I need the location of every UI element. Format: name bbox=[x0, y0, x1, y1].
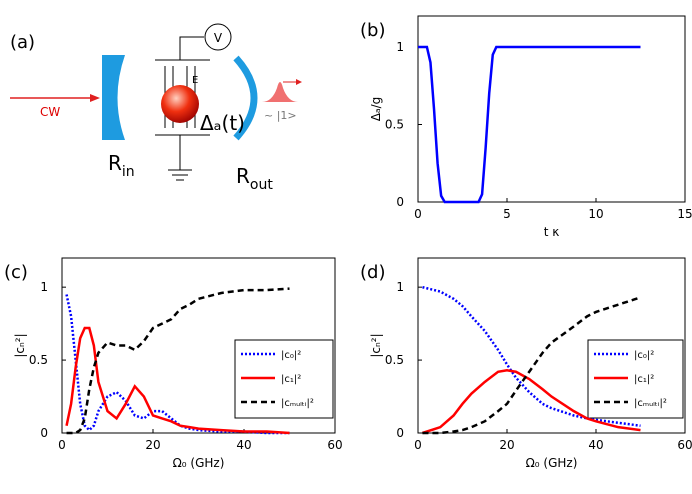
panel-label: (a) bbox=[10, 32, 35, 53]
mirror-out bbox=[233, 55, 258, 141]
y-axis-label: |cₙ²| bbox=[369, 333, 383, 357]
y-tick-label: 1 bbox=[40, 280, 48, 294]
y-axis-label: Δₐ/g bbox=[369, 97, 383, 122]
arrow-head bbox=[90, 94, 100, 102]
detuning-label: Δₐ(t) bbox=[200, 111, 245, 135]
diagram: (a) CW V E Δₐ(t) Rin Rout ~ |1> bbox=[10, 23, 302, 193]
series-line bbox=[418, 45, 641, 204]
x-tick-label: 0 bbox=[414, 207, 422, 221]
mirror-out-label: Rout bbox=[236, 164, 273, 193]
mirror-in bbox=[102, 55, 125, 140]
x-tick-label: 60 bbox=[677, 438, 692, 452]
arrow-head bbox=[296, 79, 302, 85]
field-label: E bbox=[192, 75, 198, 86]
panel-label: (b) bbox=[360, 20, 385, 41]
panel-label: (c) bbox=[4, 262, 28, 283]
mirror-sub: out bbox=[250, 177, 273, 193]
plot-frame bbox=[61, 257, 336, 434]
x-tick-label: 5 bbox=[503, 207, 511, 221]
x-tick-label: 15 bbox=[677, 207, 692, 221]
y-tick-label: 0 bbox=[396, 195, 404, 209]
y-tick-label: 1 bbox=[396, 280, 404, 294]
x-tick-label: 40 bbox=[588, 438, 603, 452]
x-tick-label: 60 bbox=[327, 438, 342, 452]
x-axis-label: Ω₀ (GHz) bbox=[526, 456, 578, 470]
x-tick-label: 10 bbox=[588, 207, 603, 221]
legend-label: |c₁|² bbox=[634, 374, 654, 385]
input-label: CW bbox=[40, 105, 60, 119]
y-axis-label: |cₙ²| bbox=[13, 333, 27, 357]
x-tick-label: 40 bbox=[236, 438, 251, 452]
y-tick-label: 0 bbox=[40, 426, 48, 440]
x-tick-label: 0 bbox=[414, 438, 422, 452]
output-state: ~ |1> bbox=[264, 109, 297, 122]
legend-label: |cₘᵤₗₜᵢ|² bbox=[634, 398, 667, 409]
y-tick-label: 0.5 bbox=[385, 353, 404, 367]
plot-frame bbox=[417, 257, 686, 434]
series-line bbox=[65, 326, 290, 435]
mirror-sub: in bbox=[122, 164, 135, 180]
series-line bbox=[65, 294, 290, 435]
photon-pulse bbox=[262, 82, 298, 102]
mirror-in-label: Rin bbox=[108, 151, 135, 180]
series-line bbox=[66, 287, 290, 435]
series-line bbox=[422, 296, 641, 435]
x-axis-label: Ω₀ (GHz) bbox=[173, 456, 225, 470]
voltmeter bbox=[204, 23, 232, 51]
series-line bbox=[422, 369, 641, 435]
x-tick-label: 0 bbox=[58, 438, 66, 452]
atom bbox=[161, 85, 199, 123]
voltmeter-label: V bbox=[214, 31, 223, 45]
x-axis-label: t κ bbox=[544, 225, 560, 239]
x-tick-label: 20 bbox=[145, 438, 160, 452]
wire bbox=[179, 36, 204, 60]
panel-label: (d) bbox=[360, 262, 385, 283]
x-tick-label: 20 bbox=[499, 438, 514, 452]
y-tick-label: 0.5 bbox=[29, 353, 48, 367]
mirror-letter: R bbox=[108, 151, 122, 175]
y-tick-label: 0.5 bbox=[385, 118, 404, 132]
plot-frame bbox=[417, 15, 686, 203]
mirror-letter: R bbox=[236, 164, 250, 188]
y-tick-label: 0 bbox=[396, 426, 404, 440]
legend-label: |c₀|² bbox=[634, 350, 654, 361]
legend-label: |cₘᵤₗₜᵢ|² bbox=[281, 398, 314, 409]
legend-label: |c₁|² bbox=[281, 374, 301, 385]
y-tick-label: 1 bbox=[396, 40, 404, 54]
legend-label: |c₀|² bbox=[281, 350, 301, 361]
